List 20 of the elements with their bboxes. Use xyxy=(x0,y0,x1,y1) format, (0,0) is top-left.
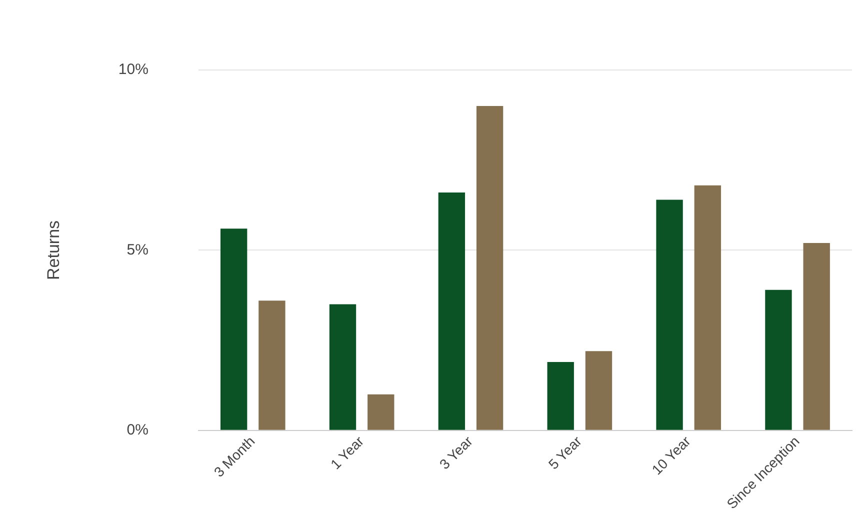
y-axis-title: Returns xyxy=(44,220,63,280)
y-tick-label: 0% xyxy=(126,422,148,439)
bar xyxy=(656,200,683,430)
bar xyxy=(368,394,394,430)
y-tick-label: 5% xyxy=(126,241,148,258)
x-tick-label: 10 Year xyxy=(648,432,694,478)
bar xyxy=(585,351,612,430)
bar xyxy=(765,290,792,430)
x-tick-label: 5 Year xyxy=(545,432,585,472)
bar xyxy=(220,228,248,430)
bar xyxy=(803,243,830,430)
x-tick-label: 3 Year xyxy=(436,432,476,472)
x-tick-label: 1 Year xyxy=(327,432,367,472)
bar xyxy=(476,106,504,430)
y-tick-label: 10% xyxy=(118,61,148,78)
bar xyxy=(547,362,574,430)
bar xyxy=(438,192,466,430)
bar xyxy=(694,185,722,430)
bar xyxy=(258,300,286,430)
bar xyxy=(329,304,356,430)
